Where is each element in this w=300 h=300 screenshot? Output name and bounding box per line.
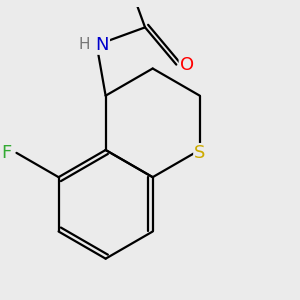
Text: O: O <box>179 56 194 74</box>
Text: H: H <box>78 38 90 52</box>
Text: F: F <box>1 144 11 162</box>
Text: N: N <box>96 36 109 54</box>
Text: S: S <box>194 144 206 162</box>
